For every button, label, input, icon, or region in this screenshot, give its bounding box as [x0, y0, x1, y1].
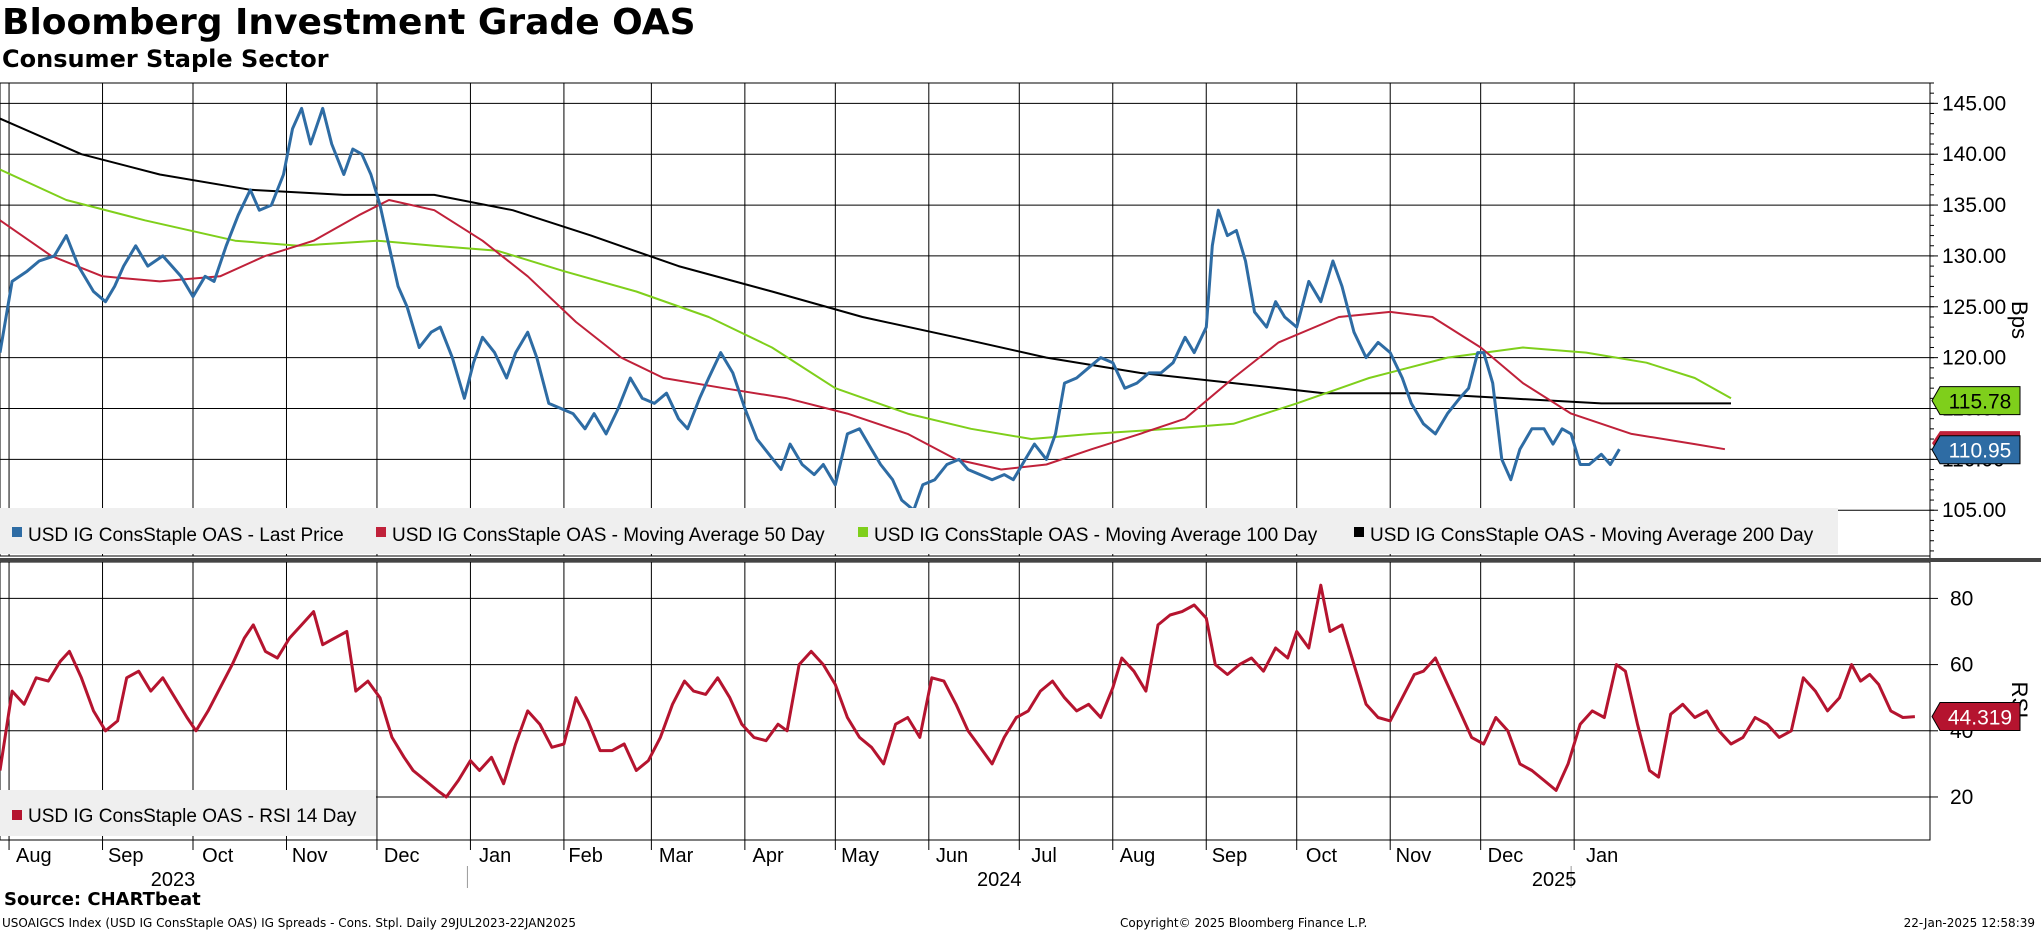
rsi-legend-box — [0, 790, 376, 836]
x-month-label: Mar — [659, 845, 694, 867]
x-month-label: Sep — [108, 845, 144, 867]
x-month-label: May — [841, 845, 879, 867]
legend-label-last_price: USD IG ConsStaple OAS - Last Price — [28, 525, 344, 546]
last-price-end-value-bg — [1931, 435, 2021, 465]
legend-swatch-last_price — [12, 527, 22, 537]
footer-security-info: USOAIGCS Index (USD IG ConsStaple OAS) I… — [2, 916, 576, 930]
legend-label-rsi: USD IG ConsStaple OAS - RSI 14 Day — [28, 806, 357, 827]
price-y-tick-label: 145.00 — [1942, 92, 2006, 115]
series-line-ma200 — [0, 117, 1731, 405]
price-y-tick-label: 105.00 — [1942, 499, 2006, 522]
series-line-rsi — [0, 583, 1916, 799]
legend-swatch-rsi — [12, 810, 22, 820]
last-price-end-value: 110.95 — [1949, 440, 2012, 463]
x-month-label: Jan — [479, 845, 511, 867]
legend-label-ma100: USD IG ConsStaple OAS - Moving Average 1… — [874, 525, 1318, 546]
price-y-tick-label: 125.00 — [1942, 296, 2006, 319]
series-line-ma50 — [0, 199, 1726, 471]
footer-copyright: Copyright© 2025 Bloomberg Finance L.P. — [1120, 916, 1368, 930]
ma100-end-value: 115.78 — [1949, 391, 2012, 414]
footer-timestamp: 22-Jan-2025 12:58:39 — [1903, 916, 2035, 930]
source-label: Source: CHARTbeat — [4, 889, 201, 910]
x-month-label: Oct — [1306, 845, 1338, 867]
x-month-label: Jul — [1031, 845, 1057, 867]
chart-subtitle: Consumer Staple Sector — [2, 45, 329, 73]
legend-swatch-ma200 — [1354, 527, 1364, 537]
x-month-label: Oct — [202, 845, 234, 867]
x-month-label: Feb — [568, 845, 602, 867]
chart-title: Bloomberg Investment Grade OAS — [2, 2, 696, 43]
x-month-label: Dec — [1488, 845, 1524, 867]
price-legend-box — [0, 508, 1838, 554]
price-y-tick-label: 140.00 — [1942, 143, 2006, 166]
legend-swatch-ma100 — [858, 527, 868, 537]
ma100-end-value-bg — [1931, 386, 2021, 416]
x-month-label: Dec — [384, 845, 420, 867]
series-line-ma100 — [0, 168, 1732, 440]
x-month-label: Nov — [292, 845, 328, 867]
price-y-tick-label: 120.00 — [1942, 347, 2006, 370]
x-month-label: Aug — [16, 845, 52, 867]
x-month-label: Aug — [1120, 845, 1156, 867]
price-axis-title: Bps — [2007, 301, 2032, 339]
x-month-label: Nov — [1396, 845, 1432, 867]
x-year-label: 2023 — [151, 869, 196, 891]
x-month-label: Jan — [1586, 845, 1618, 867]
x-month-label: Sep — [1212, 845, 1248, 867]
x-year-label: 2024 — [977, 869, 1022, 891]
legend-swatch-ma50 — [376, 527, 386, 537]
rsi-end-value: 44.319 — [1948, 706, 2012, 729]
price-y-tick-label: 135.00 — [1942, 194, 2006, 217]
series-line-last_price — [0, 106, 1621, 512]
rsi-y-tick-label: 60 — [1950, 654, 1973, 677]
x-month-label: Apr — [753, 845, 784, 867]
x-year-label: 2025 — [1532, 869, 1577, 891]
price-y-tick-label: 130.00 — [1942, 245, 2006, 268]
rsi-y-tick-label: 80 — [1950, 587, 1973, 610]
legend-label-ma50: USD IG ConsStaple OAS - Moving Average 5… — [392, 525, 825, 546]
rsi-end-value-bg — [1931, 701, 2021, 731]
rsi-y-tick-label: 20 — [1950, 786, 1973, 809]
legend-label-ma200: USD IG ConsStaple OAS - Moving Average 2… — [1370, 525, 1814, 546]
x-month-label: Jun — [936, 845, 968, 867]
